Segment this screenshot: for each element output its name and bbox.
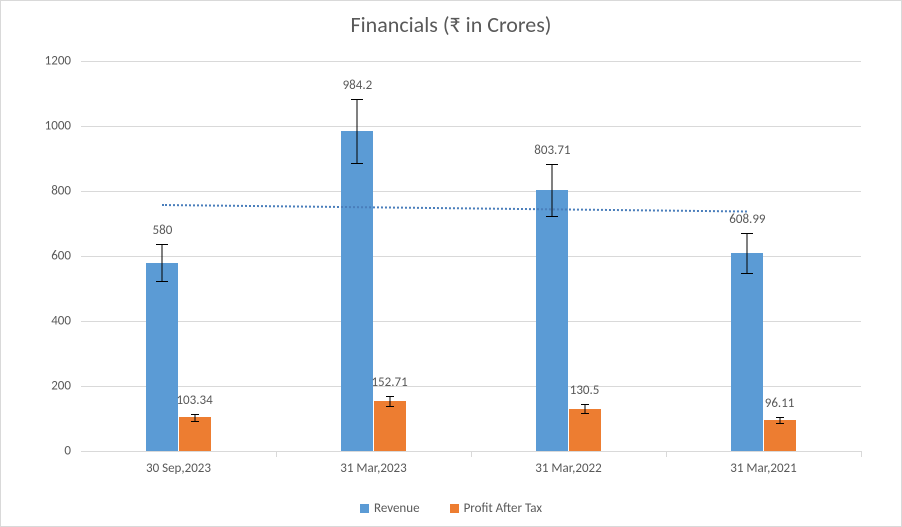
x-tick-mark xyxy=(861,451,862,457)
x-tick-mark xyxy=(666,451,667,457)
error-cap xyxy=(776,423,784,424)
y-tick-label: 400 xyxy=(51,314,71,329)
error-cap xyxy=(386,396,394,397)
y-tick-label: 1000 xyxy=(45,119,71,134)
error-cap xyxy=(191,421,199,422)
gridline xyxy=(81,126,861,127)
trendline xyxy=(162,204,747,212)
legend-item: Revenue xyxy=(360,501,420,516)
error-cap xyxy=(581,404,589,405)
data-label: 580 xyxy=(153,223,173,238)
legend-label: Revenue xyxy=(374,501,420,516)
bar-profit-after-tax xyxy=(569,409,601,451)
data-label: 152.71 xyxy=(371,375,407,390)
y-tick-label: 0 xyxy=(64,444,71,459)
bar-revenue xyxy=(731,253,763,451)
x-tick-mark xyxy=(471,451,472,457)
error-bar xyxy=(747,233,748,273)
bar-revenue xyxy=(341,131,373,451)
legend-swatch xyxy=(450,504,459,513)
error-cap xyxy=(191,414,199,415)
error-cap xyxy=(741,233,753,234)
gridline xyxy=(81,191,861,192)
chart-container: Financials (₹ in Crores) 020040060080010… xyxy=(0,0,902,527)
x-tick-label: 31 Mar,2022 xyxy=(535,461,601,476)
error-cap xyxy=(386,406,394,407)
data-label: 984.2 xyxy=(343,78,373,93)
error-cap xyxy=(581,413,589,414)
error-bar xyxy=(357,99,358,163)
bar-profit-after-tax xyxy=(179,417,211,451)
plot-area: 02004006008001000120030 Sep,2023580103.3… xyxy=(81,61,861,451)
error-cap xyxy=(546,164,558,165)
x-tick-label: 30 Sep,2023 xyxy=(146,461,211,476)
legend-swatch xyxy=(360,504,369,513)
error-bar xyxy=(389,396,390,406)
bar-revenue xyxy=(146,263,178,452)
x-tick-mark xyxy=(276,451,277,457)
error-cap xyxy=(546,216,558,217)
bar-revenue xyxy=(536,190,568,451)
error-cap xyxy=(156,281,168,282)
y-tick-label: 600 xyxy=(51,249,71,264)
legend: Revenue Profit After Tax xyxy=(1,501,901,516)
error-cap xyxy=(741,273,753,274)
data-label: 96.11 xyxy=(765,396,795,411)
error-cap xyxy=(156,244,168,245)
data-label: 130.5 xyxy=(570,383,600,398)
y-tick-label: 800 xyxy=(51,184,71,199)
data-label: 103.34 xyxy=(176,393,212,408)
error-bar xyxy=(162,244,163,282)
bar-profit-after-tax xyxy=(374,401,406,451)
legend-label: Profit After Tax xyxy=(464,501,542,516)
error-bar xyxy=(194,414,195,421)
y-tick-label: 200 xyxy=(51,379,71,394)
chart-title: Financials (₹ in Crores) xyxy=(1,11,901,38)
bar-profit-after-tax xyxy=(764,420,796,451)
error-cap xyxy=(351,163,363,164)
data-label: 608.99 xyxy=(729,212,765,227)
gridline xyxy=(81,61,861,62)
error-cap xyxy=(351,99,363,100)
x-tick-label: 31 Mar,2023 xyxy=(340,461,406,476)
x-tick-label: 31 Mar,2021 xyxy=(730,461,796,476)
legend-item: Profit After Tax xyxy=(450,501,542,516)
y-tick-label: 1200 xyxy=(45,54,71,69)
error-bar xyxy=(584,404,585,412)
error-cap xyxy=(776,417,784,418)
data-label: 803.71 xyxy=(534,143,570,158)
